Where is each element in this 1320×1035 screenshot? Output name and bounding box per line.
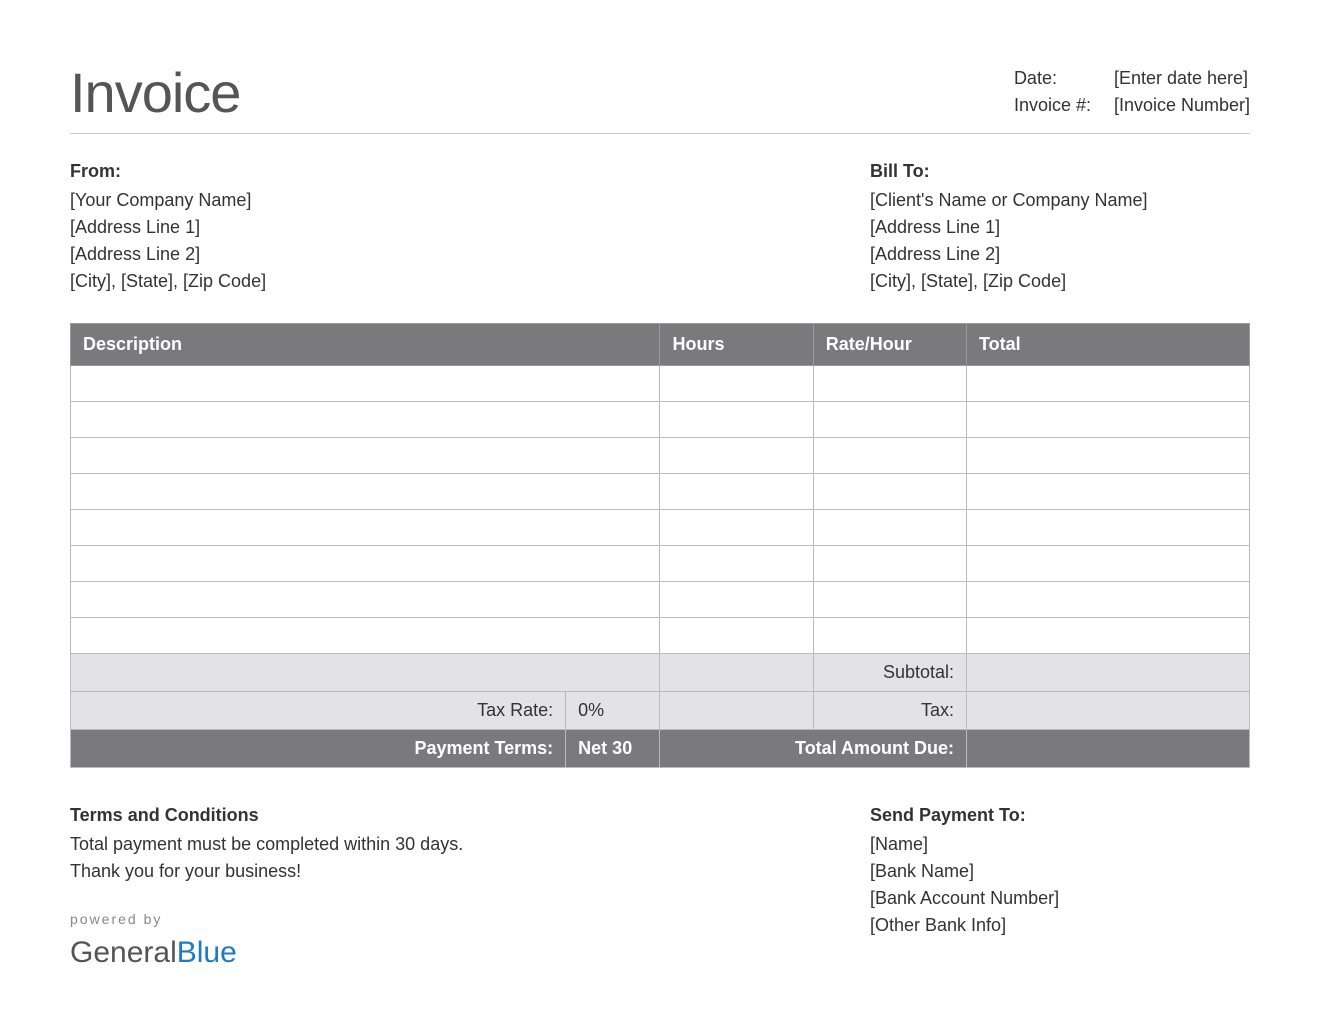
payment-heading: Send Payment To: bbox=[870, 802, 1250, 829]
payment-terms-label: Payment Terms: bbox=[71, 730, 566, 768]
cell-rate[interactable] bbox=[813, 438, 966, 474]
invoice-num-value[interactable]: [Invoice Number] bbox=[1114, 95, 1250, 116]
total-due-value bbox=[967, 730, 1250, 768]
brand-general: General bbox=[70, 936, 177, 969]
cell-total[interactable] bbox=[967, 474, 1250, 510]
powered-by: powered by GeneralBlue bbox=[70, 909, 463, 975]
payment-block: Send Payment To: [Name] [Bank Name] [Ban… bbox=[870, 802, 1250, 975]
items-table: Description Hours Rate/Hour Total Subtot… bbox=[70, 323, 1250, 768]
terms-line1: Total payment must be completed within 3… bbox=[70, 831, 463, 858]
cell-total[interactable] bbox=[967, 510, 1250, 546]
cell-total[interactable] bbox=[967, 582, 1250, 618]
invoice-meta: Date: [Enter date here] Invoice #: [Invo… bbox=[1014, 68, 1250, 122]
cell-description[interactable] bbox=[71, 582, 660, 618]
cell-total[interactable] bbox=[967, 618, 1250, 654]
cell-rate[interactable] bbox=[813, 546, 966, 582]
cell-hours[interactable] bbox=[660, 438, 813, 474]
billto-line3[interactable]: [Address Line 2] bbox=[870, 241, 1250, 268]
cell-description[interactable] bbox=[71, 366, 660, 402]
payment-line3[interactable]: [Bank Account Number] bbox=[870, 885, 1250, 912]
brand-blue: Blue bbox=[177, 936, 237, 969]
col-description: Description bbox=[71, 324, 660, 366]
billto-line2[interactable]: [Address Line 1] bbox=[870, 214, 1250, 241]
table-row[interactable] bbox=[71, 510, 1250, 546]
terms-block: Terms and Conditions Total payment must … bbox=[70, 802, 463, 975]
table-row[interactable] bbox=[71, 366, 1250, 402]
payment-line4[interactable]: [Other Bank Info] bbox=[870, 912, 1250, 939]
subtotal-value bbox=[967, 654, 1250, 692]
cell-hours[interactable] bbox=[660, 366, 813, 402]
billto-line4[interactable]: [City], [State], [Zip Code] bbox=[870, 268, 1250, 295]
address-section: From: [Your Company Name] [Address Line … bbox=[70, 158, 1250, 295]
cell-description[interactable] bbox=[71, 402, 660, 438]
cell-description[interactable] bbox=[71, 618, 660, 654]
billto-block: Bill To: [Client's Name or Company Name]… bbox=[870, 158, 1250, 295]
cell-rate[interactable] bbox=[813, 366, 966, 402]
cell-hours[interactable] bbox=[660, 510, 813, 546]
date-value[interactable]: [Enter date here] bbox=[1114, 68, 1248, 89]
footer-section: Terms and Conditions Total payment must … bbox=[70, 802, 1250, 975]
cell-hours[interactable] bbox=[660, 582, 813, 618]
cell-rate[interactable] bbox=[813, 474, 966, 510]
cell-rate[interactable] bbox=[813, 402, 966, 438]
col-rate: Rate/Hour bbox=[813, 324, 966, 366]
cell-description[interactable] bbox=[71, 474, 660, 510]
payment-terms-value[interactable]: Net 30 bbox=[566, 730, 660, 768]
cell-total[interactable] bbox=[967, 402, 1250, 438]
cell-total[interactable] bbox=[967, 546, 1250, 582]
cell-rate[interactable] bbox=[813, 582, 966, 618]
billto-line1[interactable]: [Client's Name or Company Name] bbox=[870, 187, 1250, 214]
terms-heading: Terms and Conditions bbox=[70, 802, 463, 829]
cell-hours[interactable] bbox=[660, 474, 813, 510]
from-line4[interactable]: [City], [State], [Zip Code] bbox=[70, 268, 266, 295]
subtotal-row: Subtotal: bbox=[71, 654, 1250, 692]
tax-value bbox=[967, 692, 1250, 730]
powered-brand: GeneralBlue bbox=[70, 930, 463, 975]
table-row[interactable] bbox=[71, 582, 1250, 618]
invoice-title: Invoice bbox=[70, 60, 240, 125]
cell-description[interactable] bbox=[71, 510, 660, 546]
invoice-num-label: Invoice #: bbox=[1014, 95, 1114, 116]
subtotal-label: Subtotal: bbox=[813, 654, 966, 692]
date-label: Date: bbox=[1014, 68, 1114, 89]
cell-hours[interactable] bbox=[660, 618, 813, 654]
total-due-label: Total Amount Due: bbox=[660, 730, 967, 768]
from-line2[interactable]: [Address Line 1] bbox=[70, 214, 266, 241]
cell-rate[interactable] bbox=[813, 618, 966, 654]
table-row[interactable] bbox=[71, 546, 1250, 582]
payment-line2[interactable]: [Bank Name] bbox=[870, 858, 1250, 885]
tax-label: Tax: bbox=[813, 692, 966, 730]
from-line3[interactable]: [Address Line 2] bbox=[70, 241, 266, 268]
total-due-row: Payment Terms: Net 30 Total Amount Due: bbox=[71, 730, 1250, 768]
from-heading: From: bbox=[70, 158, 266, 185]
from-line1[interactable]: [Your Company Name] bbox=[70, 187, 266, 214]
cell-total[interactable] bbox=[967, 366, 1250, 402]
powered-label: powered by bbox=[70, 909, 463, 930]
billto-heading: Bill To: bbox=[870, 158, 1250, 185]
cell-hours[interactable] bbox=[660, 546, 813, 582]
table-row[interactable] bbox=[71, 402, 1250, 438]
col-hours: Hours bbox=[660, 324, 813, 366]
tax-rate-value[interactable]: 0% bbox=[566, 692, 660, 730]
terms-line2: Thank you for your business! bbox=[70, 858, 463, 885]
payment-line1[interactable]: [Name] bbox=[870, 831, 1250, 858]
cell-description[interactable] bbox=[71, 546, 660, 582]
cell-total[interactable] bbox=[967, 438, 1250, 474]
tax-row: Tax Rate: 0% Tax: bbox=[71, 692, 1250, 730]
tax-rate-label: Tax Rate: bbox=[71, 692, 566, 730]
table-header-row: Description Hours Rate/Hour Total bbox=[71, 324, 1250, 366]
col-total: Total bbox=[967, 324, 1250, 366]
cell-rate[interactable] bbox=[813, 510, 966, 546]
from-block: From: [Your Company Name] [Address Line … bbox=[70, 158, 266, 295]
table-row[interactable] bbox=[71, 438, 1250, 474]
cell-description[interactable] bbox=[71, 438, 660, 474]
table-row[interactable] bbox=[71, 474, 1250, 510]
header-row: Invoice Date: [Enter date here] Invoice … bbox=[70, 60, 1250, 134]
cell-hours[interactable] bbox=[660, 402, 813, 438]
table-row[interactable] bbox=[71, 618, 1250, 654]
